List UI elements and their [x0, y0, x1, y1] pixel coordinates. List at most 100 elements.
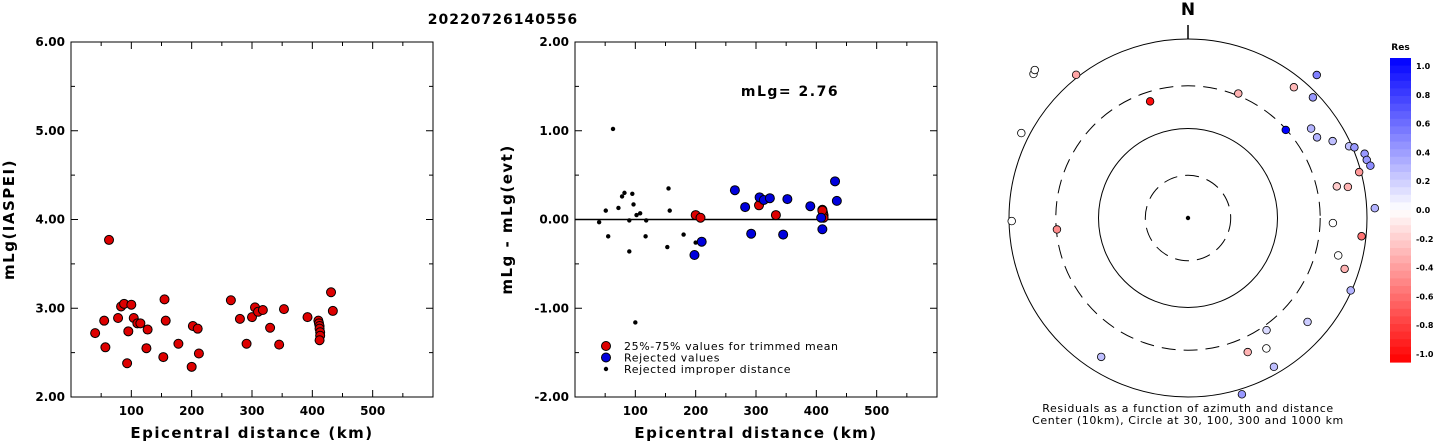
rejected-point	[830, 176, 841, 187]
improper-distance-point	[666, 186, 671, 191]
colorbar-segment	[1390, 96, 1411, 105]
rejected-point	[778, 229, 789, 240]
colorbar-title: Res	[1391, 43, 1409, 53]
residual-point	[1354, 167, 1364, 177]
polar-caption-line1: Residuals as a function of azimuth and d…	[1042, 402, 1333, 415]
colorbar-tick-label: -0.8	[1416, 321, 1434, 330]
improper-distance-point	[637, 211, 643, 216]
colorbar-tick-label: 0.4	[1416, 148, 1431, 157]
x-tick-label: 100	[119, 404, 144, 418]
improper-distance-point	[610, 126, 616, 132]
rejected-point	[782, 194, 793, 205]
plot-frame	[70, 41, 434, 398]
improper-distance-point	[619, 194, 625, 199]
colorbar-segment	[1390, 301, 1411, 310]
residual-point	[1328, 136, 1337, 146]
rejected-point	[696, 236, 707, 247]
trimmed-mean-point	[770, 210, 781, 221]
residual-point	[1052, 225, 1062, 234]
y-tick-label: 1.00	[539, 124, 569, 138]
x-tick-label: 100	[623, 404, 648, 418]
data-point	[158, 352, 169, 363]
improper-distance-point	[603, 208, 608, 213]
data-point	[274, 339, 285, 350]
residual-point	[1030, 65, 1039, 75]
x-tick-label: 200	[179, 404, 204, 418]
data-point	[122, 358, 133, 369]
improper-distance-point	[667, 208, 672, 213]
colorbar-segment	[1390, 194, 1411, 203]
data-point	[135, 318, 146, 329]
colorbar-tick-label: -0.2	[1416, 235, 1434, 244]
residual-point	[1281, 125, 1290, 135]
data-point	[123, 326, 134, 337]
center-point	[1185, 215, 1191, 221]
data-point	[302, 312, 313, 323]
improper-distance-point	[616, 205, 621, 211]
colorbar-segment	[1390, 331, 1411, 340]
colorbar-tick-label: -0.6	[1416, 292, 1434, 301]
rejected-point	[817, 224, 828, 235]
data-point	[234, 313, 245, 324]
residual-point	[1289, 83, 1299, 92]
colorbar-tick-label: 1.0	[1416, 62, 1431, 71]
data-point	[186, 361, 197, 372]
improper-distance-point	[627, 249, 632, 254]
improper-distance-point	[643, 234, 648, 239]
colorbar-segment	[1390, 232, 1411, 241]
residual-point	[1357, 232, 1366, 241]
data-point	[265, 322, 276, 333]
colorbar-segment	[1390, 210, 1411, 219]
y-tick-label: 0.00	[539, 213, 569, 227]
improper-distance-point	[643, 218, 649, 223]
improper-distance-point	[605, 234, 611, 239]
colorbar-segment	[1390, 80, 1411, 89]
colorbar-segment	[1390, 339, 1411, 348]
colorbar-segment	[1390, 248, 1411, 257]
data-point	[142, 324, 153, 335]
colorbar-segment	[1390, 263, 1411, 272]
data-point	[314, 335, 325, 346]
improper-distance-point	[631, 202, 636, 207]
rejected-point	[831, 195, 842, 206]
data-point	[192, 323, 203, 334]
x-tick-label: 300	[743, 404, 768, 418]
panel-magnitude-vs-distance: 100 200 300 400 500 2.00 3.00 4.00 5.00 6.00 Epice…	[0, 35, 434, 441]
residual-point	[1332, 182, 1342, 191]
data-point	[160, 315, 171, 326]
colorbar-segment	[1390, 172, 1411, 181]
rejected-point	[740, 202, 751, 213]
residual-point	[1340, 264, 1349, 274]
legend-marker	[601, 341, 611, 351]
rejected-point	[746, 228, 757, 239]
data-point	[126, 299, 137, 310]
residual-point	[1312, 70, 1321, 80]
north-label: N	[1181, 0, 1195, 20]
colorbar-tick-label: 0.6	[1416, 120, 1431, 129]
improper-distance-point	[693, 240, 698, 245]
polar-caption-line2: Center (10km), Circle at 30, 100, 300 an…	[1032, 414, 1344, 427]
rejected-point	[729, 185, 740, 196]
data-point	[241, 338, 252, 349]
colorbar-segment	[1390, 217, 1411, 226]
y-tick-label: 6.00	[35, 35, 65, 49]
x-tick-label: 200	[683, 404, 708, 418]
colorbar-segment	[1390, 73, 1411, 82]
improper-distance-point	[665, 244, 670, 250]
residual-point	[1306, 124, 1316, 133]
data-point	[327, 305, 338, 316]
colorbar-segment	[1390, 324, 1411, 333]
panel-azimuth-polar: N Residuals as a function of azimuth and …	[1007, 0, 1434, 427]
colorbar-segment	[1390, 58, 1411, 67]
legend-label: Rejected improper distance	[624, 363, 791, 376]
improper-distance-point	[633, 320, 638, 325]
x-axis-label: Epicentral distance (km)	[634, 424, 877, 441]
colorbar-segment	[1390, 156, 1411, 165]
rejected-point	[816, 212, 827, 223]
data-point	[113, 313, 124, 324]
rejected-point	[764, 193, 775, 204]
residual-point	[1071, 70, 1081, 80]
data-point	[159, 294, 170, 305]
residual-point	[1312, 133, 1322, 142]
